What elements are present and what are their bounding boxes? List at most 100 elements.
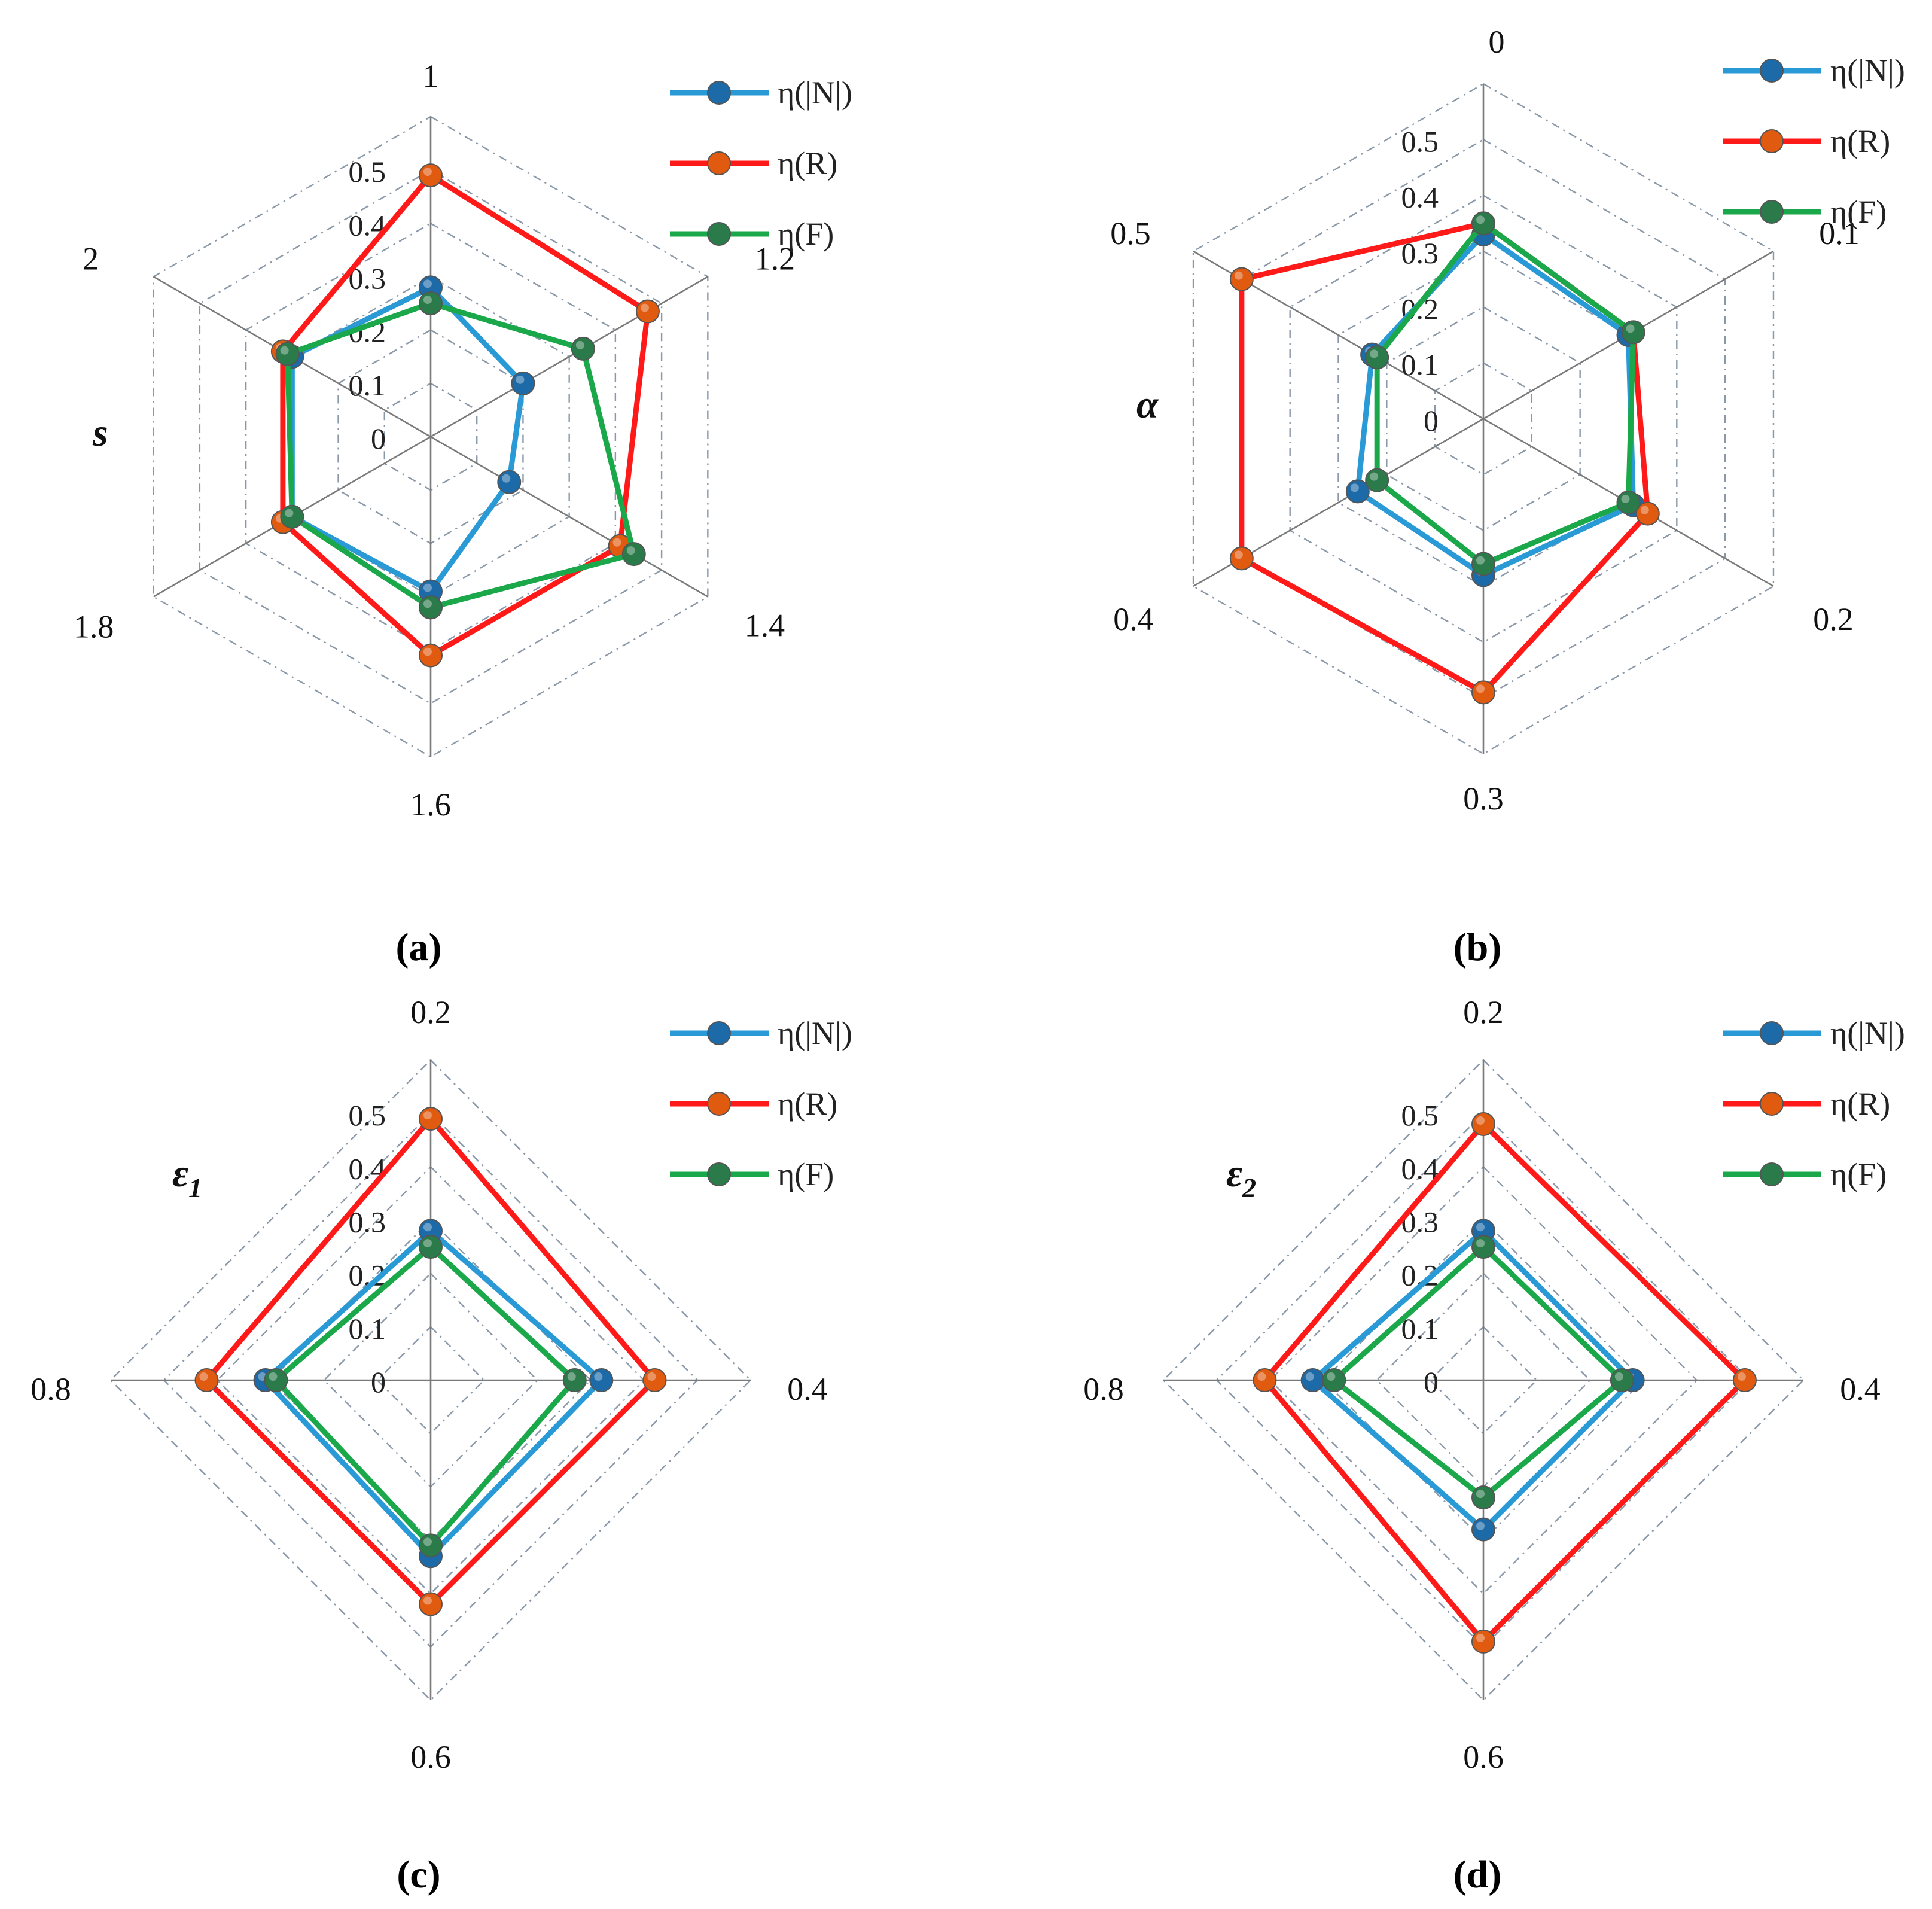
category-label: 1.4 — [745, 608, 785, 644]
data-point-highlight — [1370, 349, 1379, 358]
series-eta_F — [275, 291, 646, 620]
data-point — [419, 1533, 443, 1558]
legend-label: η(|N|) — [778, 1015, 852, 1051]
data-point-highlight — [1476, 215, 1485, 224]
grid-ring — [376, 1326, 485, 1435]
radar-panel-a: 00.10.20.30.40.511.21.41.61.82η(|N|)η(R)… — [74, 58, 852, 969]
data-point — [194, 1368, 219, 1392]
data-point — [1471, 1112, 1495, 1136]
data-point — [1471, 552, 1495, 576]
data-point-highlight — [1370, 472, 1379, 481]
radar-grid — [1192, 83, 1775, 755]
data-point-highlight — [1476, 1239, 1485, 1248]
legend-marker — [1760, 129, 1784, 153]
radial-tick-label: 0.1 — [349, 369, 386, 402]
radial-tick-label: 0 — [1424, 1365, 1439, 1399]
data-point-highlight — [423, 279, 432, 288]
radial-tick-label: 0.5 — [1401, 124, 1439, 158]
data-point-highlight — [269, 1372, 278, 1381]
series-line — [272, 1243, 579, 1550]
data-point-highlight — [280, 346, 289, 355]
legend: η(|N|) η(R) η(F) — [670, 75, 852, 252]
grid-spoke — [430, 436, 708, 598]
radial-tick-label: 0.4 — [1401, 1152, 1439, 1185]
data-point-highlight — [423, 1239, 432, 1248]
radar-panel-d: 00.10.20.30.40.50.20.40.60.8η(|N|)η(R)η(… — [1083, 994, 1905, 1896]
series-eta_R — [1253, 1112, 1757, 1654]
data-point-highlight — [1476, 684, 1485, 693]
category-label: 0.5 — [1110, 215, 1151, 251]
data-point — [419, 1592, 443, 1616]
category-label: 1.8 — [74, 609, 114, 645]
data-point-highlight — [575, 340, 584, 349]
legend-label: η(R) — [778, 1086, 837, 1122]
data-point — [1322, 1368, 1346, 1392]
panel-label: (a) — [396, 925, 442, 969]
data-point — [1345, 479, 1370, 504]
data-point — [1471, 1235, 1495, 1259]
data-point — [621, 542, 646, 567]
data-point — [419, 643, 443, 668]
legend-marker — [1760, 1162, 1784, 1186]
legend-marker — [1760, 200, 1784, 224]
legend-marker — [707, 81, 731, 105]
data-point-highlight — [647, 1372, 656, 1381]
data-point-highlight — [1640, 506, 1649, 514]
category-label: 0.6 — [410, 1739, 451, 1775]
data-point-highlight — [1476, 1116, 1485, 1125]
data-point — [1229, 546, 1254, 571]
panel-label: (c) — [397, 1853, 440, 1896]
series-eta_R — [1229, 211, 1660, 705]
data-point — [1300, 1368, 1325, 1392]
grid-ring — [109, 1059, 752, 1701]
data-point-highlight — [1350, 483, 1359, 492]
radial-tick-label: 0 — [371, 422, 386, 455]
data-point-highlight — [1234, 271, 1243, 280]
series-eta_F — [1365, 211, 1645, 576]
legend-label: η(|N|) — [778, 75, 852, 111]
radial-tick-label: 0.1 — [349, 1312, 386, 1345]
category-label: 0.4 — [787, 1371, 828, 1407]
legend-marker — [1760, 59, 1784, 83]
data-point — [1471, 680, 1495, 705]
series-line — [289, 284, 526, 595]
data-point-highlight — [594, 1372, 603, 1381]
grid-ring — [216, 1165, 645, 1595]
data-point — [275, 342, 300, 366]
radial-tick-label: 0 — [371, 1365, 386, 1399]
data-point-highlight — [1476, 556, 1485, 565]
data-point — [264, 1368, 288, 1392]
category-label: 0.6 — [1463, 1739, 1504, 1775]
data-point-highlight — [423, 599, 432, 608]
data-point — [1471, 1629, 1495, 1654]
data-point — [1471, 1485, 1495, 1510]
radial-tick-label: 0.5 — [349, 1098, 386, 1132]
data-point — [571, 336, 595, 361]
category-label: 1 — [423, 58, 439, 94]
data-point — [419, 163, 443, 188]
data-point — [635, 299, 660, 324]
data-point — [1610, 1368, 1634, 1392]
data-point — [1365, 345, 1389, 370]
data-point — [419, 1107, 443, 1131]
category-label: 0.3 — [1463, 781, 1504, 817]
data-point-highlight — [626, 546, 635, 555]
category-label: 2 — [83, 241, 99, 277]
legend-label: η(|N|) — [1830, 1015, 1905, 1051]
variable-label: ε1 — [172, 1152, 202, 1203]
data-point-highlight — [1626, 324, 1635, 333]
radial-tick-label: 0.4 — [1401, 181, 1439, 214]
legend-label: η(F) — [778, 216, 834, 252]
category-label: 0 — [1489, 24, 1505, 60]
legend-marker — [707, 222, 731, 246]
data-point — [1365, 468, 1389, 492]
legend-label: η(F) — [1830, 1156, 1887, 1192]
category-label: 0.2 — [1813, 601, 1854, 637]
data-point-highlight — [423, 1223, 432, 1232]
legend-label: η(R) — [778, 145, 837, 181]
legend-label: η(F) — [778, 1156, 834, 1192]
legend-label: η(R) — [1830, 123, 1890, 159]
grid-ring — [1162, 1059, 1805, 1701]
series-eta_F — [1322, 1235, 1634, 1510]
